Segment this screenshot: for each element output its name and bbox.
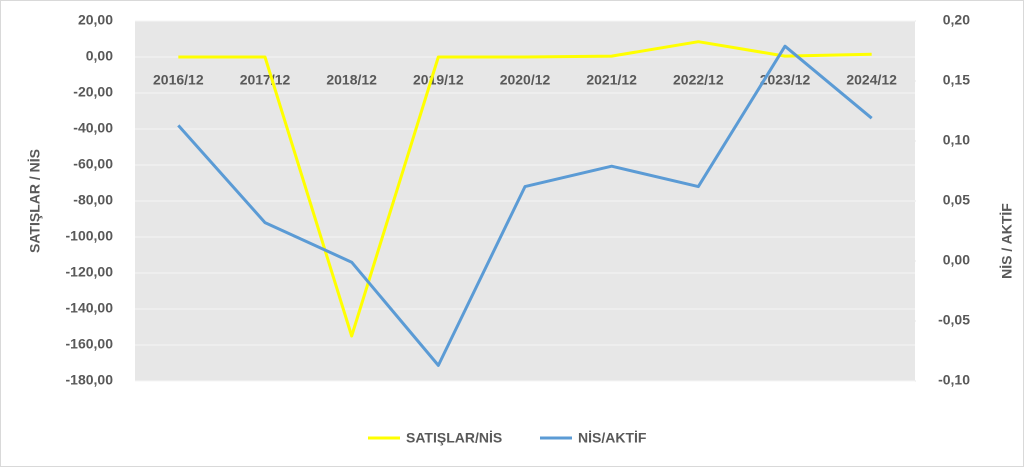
y-tick-label: -120,00: [66, 264, 114, 280]
y-tick-label: -60,00: [73, 156, 113, 172]
x-tick-label: 2020/12: [500, 72, 551, 88]
x-tick-label: 2024/12: [846, 72, 897, 88]
x-tick-label: 2022/12: [673, 72, 724, 88]
x-tick-label: 2016/12: [153, 72, 204, 88]
line-series: [178, 40, 872, 338]
y-tick-label: -20,00: [73, 84, 113, 100]
y-tick-label: -180,00: [66, 372, 114, 388]
y-tick-label: -160,00: [66, 336, 114, 352]
y-axis-title: SATIŞLAR / NİS: [27, 149, 43, 253]
y2-tick-label: 0,20: [943, 12, 970, 28]
y-tick-label: -80,00: [73, 192, 113, 208]
y2-tick-label: -0,05: [938, 312, 970, 328]
legend-label: SATIŞLAR/NİS: [406, 430, 502, 446]
y2-tick-label: -0,10: [938, 372, 970, 388]
y2-tick-label: 0,10: [943, 132, 970, 148]
y-tick-label: -40,00: [73, 120, 113, 136]
y2-axis-title: NİS / AKTİF: [999, 203, 1015, 279]
x-tick-label: 2021/12: [586, 72, 637, 88]
x-tick-label: 2017/12: [240, 72, 291, 88]
y2-tick-label: 0,00: [943, 252, 970, 268]
line-series: [177, 44, 873, 367]
y2-tick-label: 0,05: [943, 192, 970, 208]
y2-tick-label: 0,15: [943, 72, 970, 88]
x-tick-label: 2018/12: [326, 72, 377, 88]
y-tick-label: -100,00: [66, 228, 114, 244]
y-tick-label: -140,00: [66, 300, 114, 316]
y-tick-label: 0,00: [86, 48, 113, 64]
x-tick-label: 2019/12: [413, 72, 464, 88]
x-tick-label: 2023/12: [760, 72, 811, 88]
legend-label: NİS/AKTİF: [578, 430, 647, 446]
y-tick-label: 20,00: [78, 12, 113, 28]
